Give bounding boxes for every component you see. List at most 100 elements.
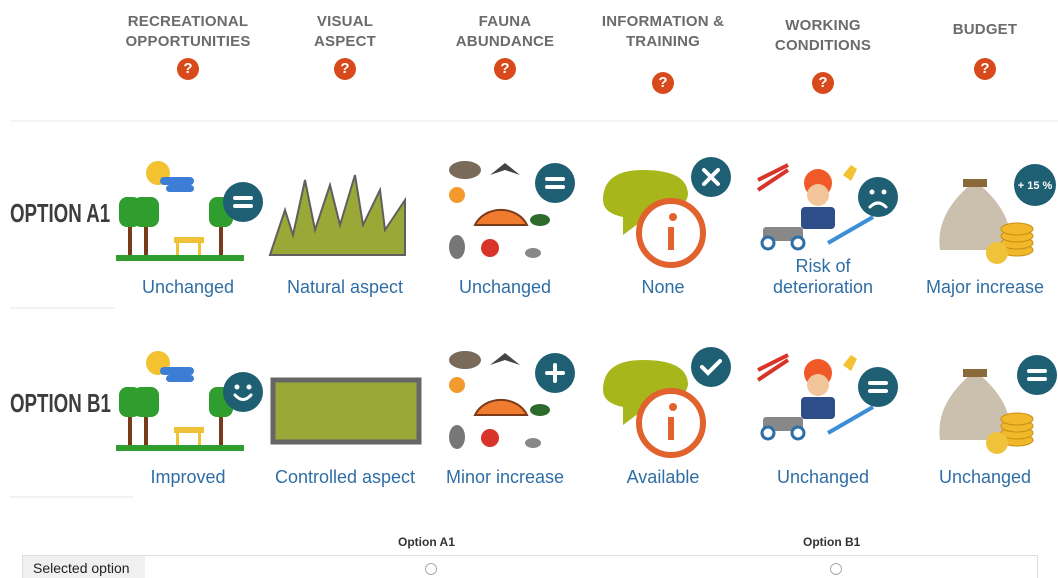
shears — [756, 353, 790, 382]
selection-row-label: Selected option — [23, 556, 145, 578]
wheel — [760, 235, 776, 251]
help-icon[interactable]: ? — [494, 58, 516, 80]
bench — [176, 433, 179, 445]
level-text: Minor increase — [430, 467, 580, 488]
trunk — [144, 405, 148, 445]
level-text: None — [588, 277, 738, 298]
badge — [858, 367, 898, 407]
attribute-icon — [756, 163, 898, 251]
option-label: OPTION B1 — [10, 388, 111, 418]
bench — [174, 237, 204, 243]
help-icon[interactable]: ? — [334, 58, 356, 80]
badge — [858, 177, 898, 217]
money-bag — [939, 375, 1011, 440]
option-column-header: Option B1 — [803, 535, 861, 549]
help-icon[interactable]: ? — [177, 58, 199, 80]
help-icon[interactable]: ? — [974, 58, 996, 80]
coin — [986, 432, 1008, 454]
attribute-icon — [270, 377, 422, 445]
badge — [1014, 164, 1056, 206]
level-text: Unchanged — [748, 467, 898, 488]
attribute-header: FAUNA ABUNDANCE — [455, 13, 555, 50]
badge-mark — [702, 168, 720, 186]
mouse — [525, 438, 541, 448]
glove — [843, 165, 857, 181]
hedgehog — [473, 398, 529, 416]
bench — [176, 243, 179, 255]
badge — [223, 182, 263, 222]
grass — [116, 255, 244, 261]
speech-bubble — [603, 170, 688, 235]
grass-tuft — [268, 174, 406, 256]
level-text: Improved — [113, 467, 263, 488]
level-text: Risk of deterioration — [763, 256, 883, 298]
face — [807, 374, 829, 396]
coin — [986, 242, 1008, 264]
wheel — [790, 425, 806, 441]
wheel — [760, 425, 776, 441]
glove — [843, 355, 857, 371]
money-bag — [939, 185, 1011, 250]
attribute-icon — [449, 351, 575, 449]
attribute-header: INFORMATION & TRAINING — [601, 13, 725, 50]
ladybug — [481, 429, 499, 447]
badge — [223, 372, 263, 412]
speech-bubble — [603, 360, 688, 425]
attribute-icon: + 15 % — [939, 164, 1056, 264]
attribute-icon — [449, 161, 575, 259]
attribute-icon — [603, 157, 731, 268]
trunk — [144, 215, 148, 255]
badge-mark — [233, 393, 253, 401]
badge-mark — [881, 189, 887, 195]
trunk — [219, 405, 223, 445]
fly — [449, 235, 465, 259]
level-text: Unchanged — [430, 277, 580, 298]
bat — [490, 353, 520, 365]
tree — [133, 197, 159, 227]
level-text: Available — [588, 467, 738, 488]
attribute-icon — [268, 174, 406, 256]
attribute-icon — [756, 353, 898, 441]
help-icon[interactable]: ? — [812, 72, 834, 94]
mowed-grass — [270, 377, 422, 445]
cloud — [160, 367, 194, 375]
badge — [1017, 355, 1057, 395]
insect — [530, 214, 550, 226]
rake — [826, 215, 875, 245]
boar — [449, 161, 481, 179]
option-label: OPTION A1 — [10, 198, 111, 228]
bag-tie — [963, 179, 987, 187]
badge-mark — [868, 201, 888, 209]
trunk — [128, 405, 132, 445]
shears — [756, 163, 790, 192]
option-radio[interactable] — [425, 563, 437, 575]
mouse — [525, 248, 541, 258]
bag-tie — [963, 369, 987, 377]
bench — [198, 243, 201, 255]
level-text: Unchanged — [113, 277, 263, 298]
butterfly — [449, 187, 465, 203]
trunk — [219, 215, 223, 255]
badge-mark — [246, 384, 252, 390]
cloud — [160, 177, 194, 185]
ladybug — [481, 239, 499, 257]
badge-mark — [700, 359, 722, 376]
attribute-icon — [116, 161, 263, 261]
tree — [133, 387, 159, 417]
info-dot — [669, 213, 677, 221]
option-radio[interactable] — [830, 563, 842, 575]
hedgehog — [473, 208, 529, 226]
fly — [449, 425, 465, 449]
boar — [449, 351, 481, 369]
info-dot — [669, 403, 677, 411]
selection-row: Selected option — [22, 555, 1038, 578]
attribute-header: BUDGET — [952, 21, 1018, 38]
face — [807, 184, 829, 206]
help-icon[interactable]: ? — [652, 72, 674, 94]
coin — [1000, 222, 1034, 236]
badge — [535, 163, 575, 203]
badge-mark — [869, 189, 875, 195]
budget-badge-text: + 15 % — [1018, 180, 1053, 192]
